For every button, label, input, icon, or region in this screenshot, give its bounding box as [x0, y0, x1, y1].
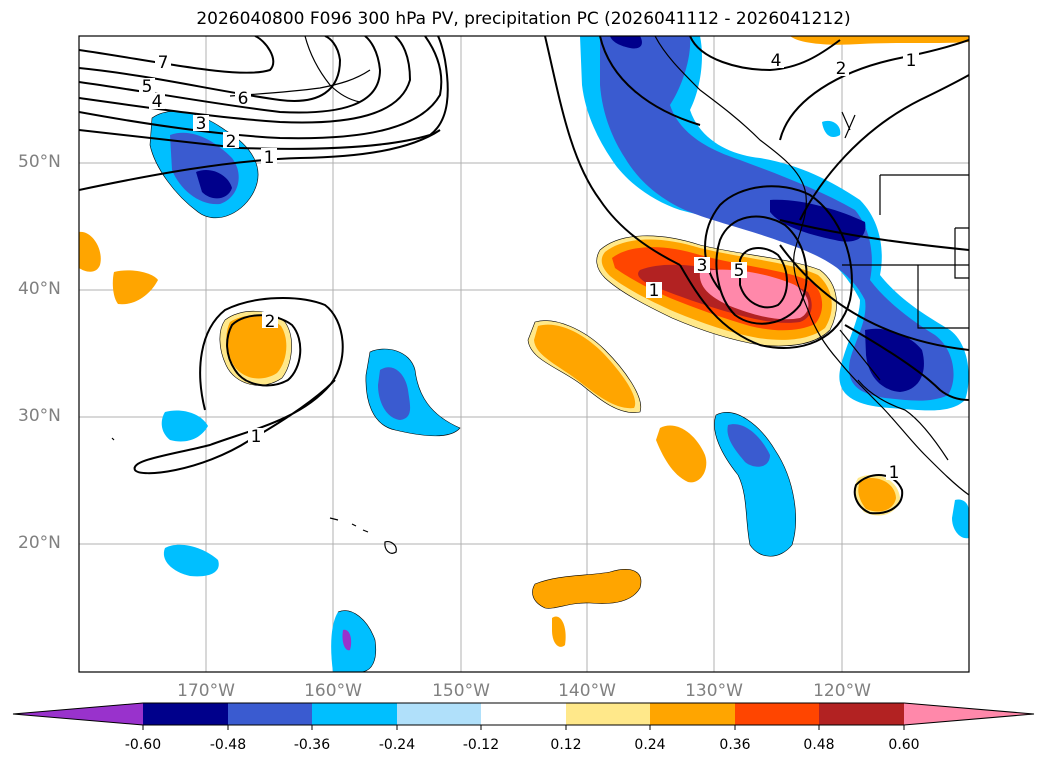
contour-label: 1: [906, 51, 917, 71]
contour-label: 4: [771, 51, 782, 71]
colorbar-segment: [481, 703, 566, 725]
colorbar-tick-label: 0.12: [550, 737, 582, 753]
map-title: 2026040800 F096 300 hPa PV, precipitatio…: [196, 9, 851, 29]
colorbar-segment: [143, 703, 228, 725]
contour-label: 2: [265, 312, 276, 332]
colorbar-segment: [566, 703, 650, 725]
contour-labels: 7 6 5 4 3 2 1 4 2 1 2 1 5 3 1 1: [142, 51, 917, 483]
contour-label: 6: [238, 89, 249, 109]
contour-label: 1: [649, 281, 660, 301]
colorbar-segment: [397, 703, 481, 725]
lon-label-140w: 140°W: [558, 681, 616, 701]
colorbar-segment: [228, 703, 312, 725]
colorbar-tick-label: 0.60: [888, 737, 920, 753]
colorbar-tick-label: -0.60: [124, 737, 162, 753]
contour-label: 4: [152, 92, 163, 112]
contour-label: 5: [734, 261, 745, 281]
contour-label: 1: [889, 463, 900, 483]
lat-label-50n: 50°N: [18, 152, 61, 172]
contour-label: 3: [697, 256, 708, 276]
lon-label-160w: 160°W: [304, 681, 362, 701]
colorbar-tick-label: 0.48: [803, 737, 835, 753]
contour-label: 2: [226, 132, 237, 152]
lat-label-40n: 40°N: [18, 279, 61, 299]
lon-label-130w: 130°W: [685, 681, 743, 701]
lat-label-20n: 20°N: [18, 533, 61, 553]
lat-label-30n: 30°N: [18, 406, 61, 426]
colorbar-segment: [312, 703, 397, 725]
contour-label: 2: [836, 59, 847, 79]
colorbar-tick-label: -0.48: [209, 737, 247, 753]
contour-label: 1: [264, 148, 275, 168]
colorbar: [12, 702, 1035, 730]
colorbar-tick-label: -0.12: [462, 737, 500, 753]
contour-label-backgrounds: [139, 52, 919, 480]
colorbar-extend-high: [904, 703, 1034, 725]
precip-shading: [79, 36, 969, 672]
lon-label-120w: 120°W: [813, 681, 871, 701]
colorbar-segment: [735, 703, 819, 725]
coastlines: [111, 36, 969, 554]
lon-label-170w: 170°W: [177, 681, 235, 701]
contour-label: 1: [251, 427, 262, 447]
colorbar-tick-label: 0.24: [634, 737, 666, 753]
colorbar-tick-label: -0.24: [378, 737, 416, 753]
colorbar-tick-label: 0.36: [719, 737, 751, 753]
contour-label: 5: [142, 77, 153, 97]
map-frame: [78, 35, 970, 673]
pv-contours: [79, 36, 969, 515]
colorbar-segment: [819, 703, 904, 725]
colorbar-tick-label: -0.36: [293, 737, 331, 753]
colorbar-extend-low: [13, 703, 143, 725]
colorbar-ticks: [142, 725, 905, 730]
contour-label: 3: [196, 114, 207, 134]
lon-label-150w: 150°W: [432, 681, 490, 701]
contour-label: 7: [158, 53, 169, 73]
colorbar-segment: [650, 703, 735, 725]
